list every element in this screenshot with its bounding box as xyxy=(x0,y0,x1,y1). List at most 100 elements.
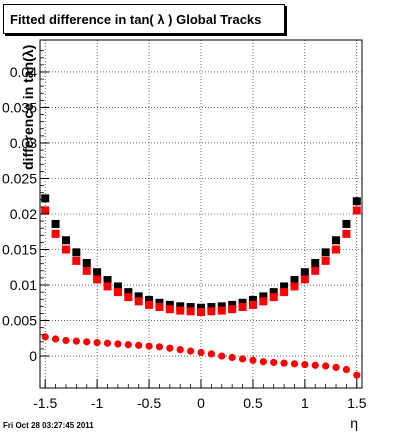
data-point-series-3 xyxy=(145,342,153,350)
data-point-series-2 xyxy=(155,303,164,312)
data-point-series-1 xyxy=(332,236,341,245)
data-point-series-1 xyxy=(145,295,154,304)
data-point-series-2 xyxy=(145,300,154,309)
y-tick-label: 0.01 xyxy=(10,277,37,293)
data-point-series-2 xyxy=(269,293,278,302)
x-tick-label: 1 xyxy=(301,395,309,411)
data-point-series-2 xyxy=(72,256,81,265)
data-point-series-3 xyxy=(280,359,288,367)
data-point-series-1 xyxy=(176,302,185,311)
y-tick-label: 0 xyxy=(29,348,37,364)
data-point-series-3 xyxy=(218,352,226,360)
data-point-series-2 xyxy=(176,306,185,315)
data-point-series-1 xyxy=(155,298,164,307)
data-point-series-1 xyxy=(352,197,361,206)
data-point-series-3 xyxy=(290,360,299,368)
y-axis-label: difference in tan(λ) xyxy=(20,44,36,170)
data-point-series-1 xyxy=(51,219,60,228)
data-point-series-1 xyxy=(269,288,278,297)
data-point-series-2 xyxy=(311,266,320,275)
data-point-series-1 xyxy=(93,268,102,277)
data-point-series-2 xyxy=(217,306,226,315)
x-tick-label: 0.5 xyxy=(243,395,263,411)
data-point-series-3 xyxy=(187,347,195,355)
data-point-series-2 xyxy=(238,303,247,312)
data-point-series-2 xyxy=(124,293,133,302)
x-tick-label: 1.5 xyxy=(347,395,367,411)
data-point-series-1 xyxy=(134,292,143,301)
x-tick-label: -1.5 xyxy=(33,395,57,411)
data-point-series-3 xyxy=(103,339,112,347)
data-point-series-2 xyxy=(332,245,341,254)
data-point-series-2 xyxy=(197,308,205,317)
data-point-series-1 xyxy=(300,268,309,277)
data-point-series-3 xyxy=(197,348,205,357)
x-tick-label: -1 xyxy=(91,395,104,411)
data-point-series-1 xyxy=(103,276,112,285)
data-point-series-3 xyxy=(301,360,309,369)
data-point-series-3 xyxy=(249,356,257,364)
data-point-series-1 xyxy=(165,300,174,309)
data-point-series-1 xyxy=(124,288,133,297)
data-point-series-3 xyxy=(311,361,319,369)
data-point-series-3 xyxy=(353,371,361,379)
data-point-series-1 xyxy=(82,259,91,268)
data-point-series-2 xyxy=(352,206,361,215)
data-point-series-1 xyxy=(280,282,289,291)
data-point-series-3 xyxy=(176,346,184,354)
data-point-series-3 xyxy=(322,362,330,370)
data-point-series-1 xyxy=(61,236,70,245)
data-point-series-3 xyxy=(332,363,340,372)
data-point-series-1 xyxy=(321,248,330,257)
data-point-series-1 xyxy=(113,282,122,291)
data-point-series-2 xyxy=(290,282,299,291)
data-point-series-2 xyxy=(82,266,91,275)
data-point-series-3 xyxy=(72,337,80,345)
data-point-series-1 xyxy=(248,295,257,304)
timestamp-footer: Fri Oct 28 03:27:45 2011 xyxy=(3,421,94,430)
data-point-series-3 xyxy=(114,340,122,348)
data-point-series-3 xyxy=(238,355,247,363)
data-point-series-1 xyxy=(290,276,299,285)
data-point-series-2 xyxy=(165,305,174,314)
data-point-series-1 xyxy=(228,300,237,309)
data-point-series-3 xyxy=(51,335,60,343)
data-point-series-1 xyxy=(72,248,81,257)
data-point-series-1 xyxy=(238,298,247,307)
data-point-series-3 xyxy=(93,338,101,347)
data-point-series-3 xyxy=(62,336,70,345)
data-point-series-3 xyxy=(83,338,91,346)
y-tick-label: 0.005 xyxy=(2,313,37,329)
data-point-series-3 xyxy=(166,344,174,352)
data-point-series-2 xyxy=(248,300,257,309)
data-point-series-1 xyxy=(217,302,226,311)
data-point-series-3 xyxy=(124,341,132,349)
data-point-series-2 xyxy=(207,307,216,316)
data-point-series-2 xyxy=(280,288,289,297)
data-point-series-2 xyxy=(41,206,50,215)
data-point-series-1 xyxy=(207,303,216,312)
data-point-series-2 xyxy=(113,288,122,297)
data-point-series-1 xyxy=(259,292,268,301)
data-point-series-2 xyxy=(342,229,351,238)
data-point-series-2 xyxy=(321,256,330,265)
data-point-series-3 xyxy=(207,350,215,358)
data-point-series-2 xyxy=(93,275,102,284)
chart-title-box: Fitted difference in tan( λ ) Global Tra… xyxy=(3,4,285,34)
data-point-series-3 xyxy=(155,343,164,351)
y-tick-label: 0.02 xyxy=(10,206,37,222)
y-tick-label: 0.03 xyxy=(10,135,37,151)
y-tick-label: 0.035 xyxy=(2,99,37,115)
data-point-series-2 xyxy=(300,275,309,284)
data-point-series-2 xyxy=(228,305,237,314)
x-axis-label: η xyxy=(350,415,358,431)
y-tick-label: 0.015 xyxy=(2,242,37,258)
data-point-series-3 xyxy=(342,365,351,374)
x-tick-label: -0.5 xyxy=(137,395,161,411)
data-point-series-3 xyxy=(228,353,236,362)
data-point-series-2 xyxy=(134,297,143,306)
data-point-series-2 xyxy=(51,229,60,238)
data-point-series-3 xyxy=(259,358,267,366)
y-tick-label: 0.025 xyxy=(2,170,37,186)
